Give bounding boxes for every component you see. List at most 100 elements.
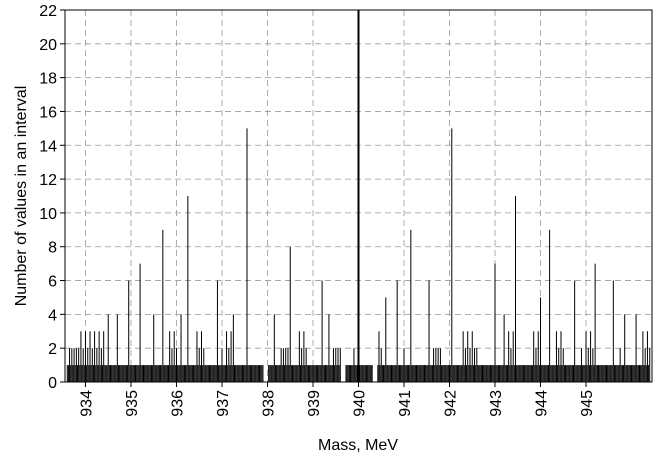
histogram-bar [312,365,314,382]
histogram-bar [453,365,455,382]
histogram-bar [270,365,272,382]
histogram-bar [397,365,399,382]
histogram-bar [567,365,569,382]
histogram-bar [409,365,411,382]
histogram-bar [591,365,593,382]
histogram-bar [628,365,630,382]
histogram-bar [518,365,520,382]
histogram-bar [461,365,463,382]
histogram-bar [178,365,180,382]
histogram-bar [544,365,546,382]
histogram-bar [618,365,620,382]
histogram-bar [540,297,542,382]
histogram-bar [645,365,647,382]
histogram-bar [336,365,338,382]
histogram-bar [368,365,370,382]
histogram-bar [640,365,642,382]
histogram-bar [562,348,564,382]
histogram-bar [162,229,164,382]
histogram-bar [388,365,390,382]
histogram-bar [427,365,429,382]
histogram-bar [325,365,327,382]
histogram-bar [301,348,303,382]
histogram-bar [135,365,137,382]
histogram-bar [590,331,592,382]
histogram-bar [400,365,402,382]
histogram-bar [428,280,430,382]
histogram-bar [442,365,444,382]
histogram-bar [110,365,112,382]
histogram-bar [220,365,222,382]
histogram-bar [648,365,650,382]
histogram-bar [80,331,82,382]
histogram-bar [136,365,138,382]
histogram-bar [89,331,91,382]
histogram-bar [437,348,439,382]
histogram-bar [484,365,486,382]
histogram-bar [295,365,297,382]
histogram-bar [241,365,243,382]
histogram-bar [321,280,323,382]
histogram-bar [168,365,170,382]
histogram-bar [504,365,506,382]
histogram-bar [219,365,221,382]
histogram-bar [445,365,447,382]
histogram-bar [327,365,329,382]
histogram-bar [413,365,415,382]
histogram-bar [294,365,296,382]
histogram-bar [205,365,207,382]
histogram-bar [138,365,140,382]
histogram-bar [288,365,290,382]
histogram-bar [386,365,388,382]
histogram-bar [129,365,131,382]
histogram-bar [132,365,134,382]
histogram-bar [81,365,83,382]
x-tick-label: 943 [488,390,505,417]
histogram-bar [197,365,199,382]
histogram-bar [354,365,356,382]
histogram-bar [204,365,206,382]
histogram-bar [208,365,210,382]
histogram-bar [347,365,349,382]
histogram-bar [221,348,223,382]
histogram-bar [337,348,339,382]
histogram-bar [623,365,625,382]
histogram-bar [281,365,283,382]
histogram-bar [593,365,595,382]
histogram-bar [142,365,144,382]
histogram-bar [421,365,423,382]
x-tick-label: 942 [443,390,460,417]
histogram-bar [106,365,108,382]
histogram-bar [361,365,363,382]
histogram-bar [182,365,184,382]
histogram-bar [111,365,113,382]
histogram-bar [423,365,425,382]
histogram-bar [255,365,257,382]
histogram-bar [516,365,518,382]
histogram-bar [570,365,572,382]
histogram-bar [496,365,498,382]
histogram-bar [326,365,328,382]
y-tick-label: 10 [39,206,57,223]
histogram-bar [513,365,515,382]
histogram-bar [566,365,568,382]
histogram-bar [224,365,226,382]
histogram-bar [280,348,282,382]
histogram-bar [429,365,431,382]
histogram-bar [396,280,398,382]
histogram-bar [401,365,403,382]
histogram-bar [451,128,453,382]
histogram-bar [633,365,635,382]
histogram-bar [73,348,75,382]
histogram-bar [404,365,406,382]
histogram-bar [196,331,198,382]
histogram-bar [383,365,385,382]
histogram-bar [491,365,493,382]
histogram-bar [243,365,245,382]
x-tick-label: 937 [215,390,232,417]
histogram-bar [493,365,495,382]
histogram-bar [174,365,176,382]
histogram-bar [156,365,158,382]
histogram-bar [175,348,177,382]
histogram-bar [426,365,428,382]
